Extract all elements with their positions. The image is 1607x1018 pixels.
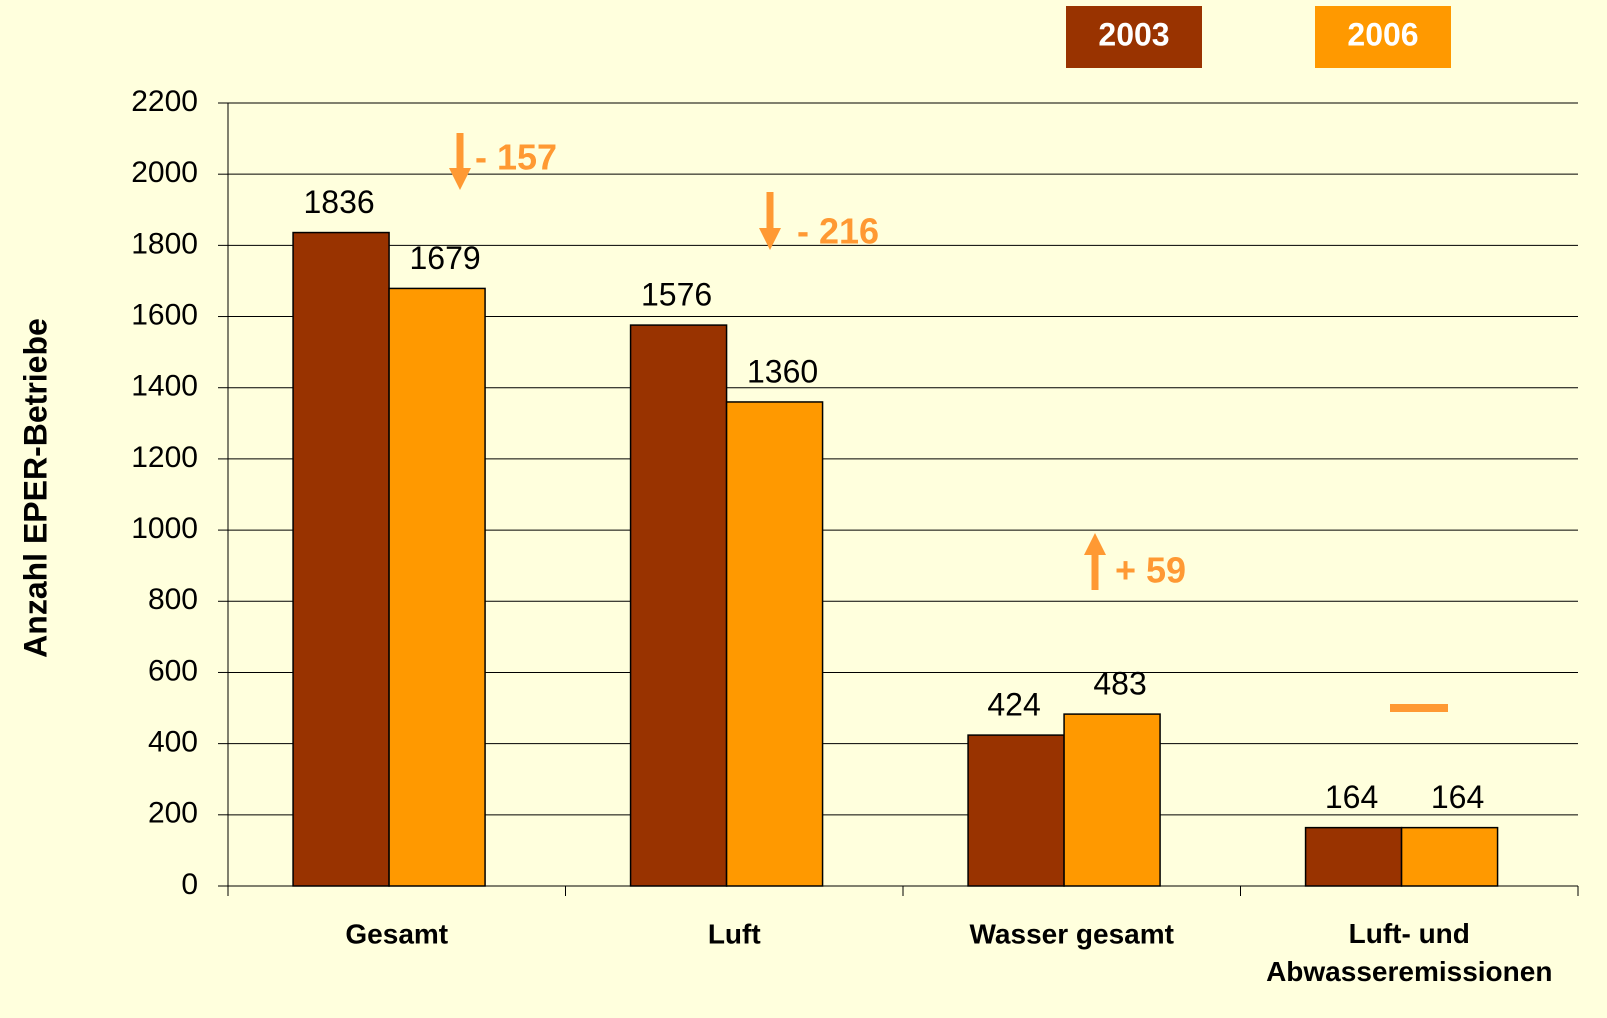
arrow-head (759, 228, 781, 250)
y-tick-label: 1400 (131, 370, 198, 403)
data-label: 1679 (409, 240, 480, 276)
y-tick-label: 2200 (131, 85, 198, 118)
legend-label: 2003 (1098, 16, 1169, 52)
x-tick-label: Wasser gesamt (970, 918, 1174, 949)
y-tick-label: 2000 (131, 156, 198, 189)
legend-swatch (1066, 6, 1202, 68)
y-tick-label: 1000 (131, 512, 198, 545)
label-line: Abwasseremissionen (1266, 956, 1552, 987)
data-label: 1360 (747, 353, 818, 389)
data-label: 1836 (303, 184, 374, 220)
data-label: 164 (1325, 779, 1378, 815)
data-label: 1576 (641, 277, 712, 313)
label-line: Luft- und (1349, 918, 1470, 949)
y-axis-label: Anzahl EPER-Betriebe (17, 318, 53, 658)
y-tick-label: 0 (181, 868, 198, 901)
legend-swatch (1315, 6, 1451, 68)
y-tick-label: 400 (148, 726, 198, 759)
y-tick-label: 800 (148, 583, 198, 616)
annotation: + 59 (1115, 550, 1186, 591)
bar (1304, 826, 1403, 887)
y-tick-label: 1600 (131, 298, 198, 331)
x-tick-label: Gesamt (345, 918, 448, 949)
arrow-head (449, 168, 471, 190)
bar (1063, 713, 1161, 887)
arrow-head (1084, 533, 1106, 555)
y-tick-label: 1200 (131, 441, 198, 474)
x-tick-label: Luft (708, 918, 761, 949)
y-tick-label: 200 (148, 797, 198, 830)
data-label: 164 (1431, 779, 1484, 815)
data-label: 424 (987, 687, 1040, 723)
bar (388, 287, 486, 887)
bar (967, 734, 1065, 887)
bar (1400, 826, 1499, 887)
bar (725, 401, 824, 887)
y-tick-label: 1800 (131, 227, 198, 260)
bar (629, 324, 728, 887)
bar (292, 231, 390, 887)
y-tick-label: 600 (148, 654, 198, 687)
x-tick-label: Luft- und Abwasseremissionen (1266, 918, 1552, 987)
annotation: - 216 (797, 211, 879, 252)
legend-label: 2006 (1347, 16, 1418, 52)
data-label: 483 (1093, 666, 1146, 702)
annotation: - 157 (475, 137, 557, 178)
